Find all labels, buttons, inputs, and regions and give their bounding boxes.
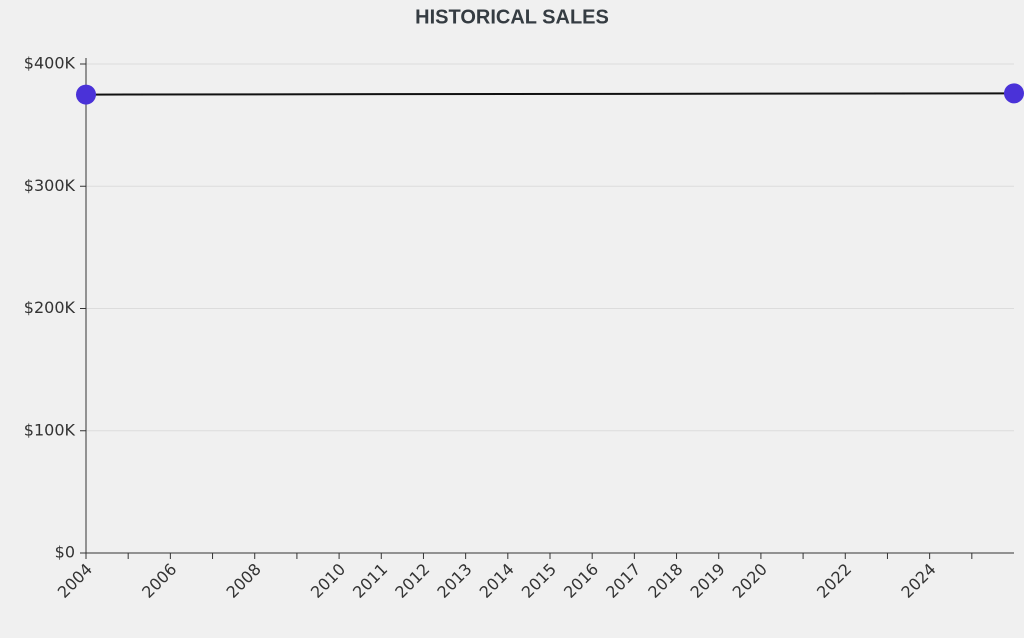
x-tick-label: 2010 [307, 560, 349, 602]
data-point [76, 84, 96, 105]
x-tick-label: 2014 [476, 560, 518, 602]
chart-title: HISTORICAL SALES [415, 6, 609, 28]
x-tick-label: 2024 [897, 560, 939, 602]
x-tick-label: 2016 [560, 560, 602, 602]
x-tick-label: 2015 [518, 560, 560, 602]
x-tick-label: 2019 [687, 560, 729, 602]
x-tick-label: 2011 [349, 560, 391, 602]
x-tick-label: 2022 [813, 560, 855, 602]
x-tick-label: 2006 [138, 560, 180, 602]
x-tick-label: 2018 [644, 560, 686, 602]
x-tick-label: 2020 [729, 560, 771, 602]
series-line [85, 92, 1015, 96]
y-tick-label: $100K [24, 420, 76, 439]
data-point [1004, 83, 1024, 104]
y-tick-label: $400K [24, 54, 76, 73]
y-tick-label: $0 [55, 543, 75, 562]
x-tick-label: 2004 [54, 560, 96, 602]
x-tick-label: 2008 [223, 560, 265, 602]
y-tick-label: $300K [24, 176, 76, 195]
y-tick-label: $200K [24, 298, 76, 317]
x-tick-label: 2012 [391, 560, 433, 602]
x-tick-label: 2013 [433, 560, 475, 602]
x-tick-label: 2017 [602, 560, 644, 602]
